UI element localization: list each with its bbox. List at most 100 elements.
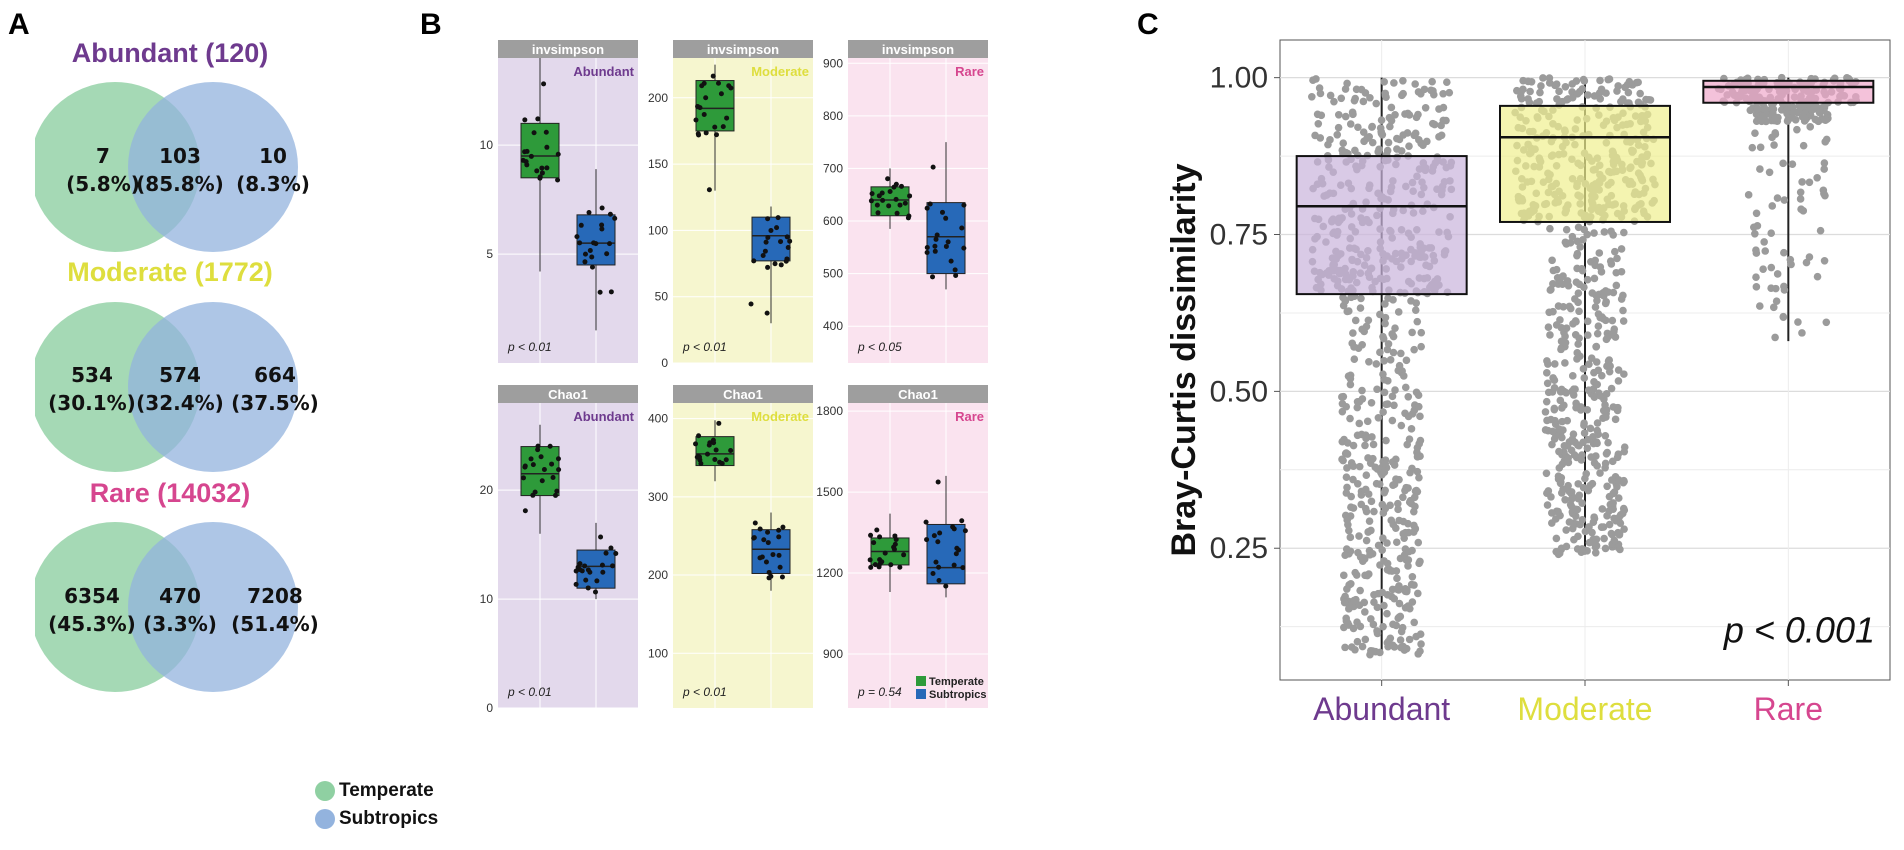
data-point <box>1411 306 1420 314</box>
data-point <box>1642 95 1650 104</box>
data-point <box>556 467 562 473</box>
data-point <box>1550 383 1559 392</box>
data-point <box>1609 288 1618 297</box>
data-point <box>541 466 547 472</box>
data-point <box>1753 105 1762 113</box>
data-point <box>535 447 541 453</box>
venn-moderate-mid: 574 (32.4%) <box>136 363 224 415</box>
data-point <box>1351 568 1360 577</box>
data-point <box>699 83 705 89</box>
y-tick-label: 600 <box>823 214 843 228</box>
data-point <box>1756 143 1765 152</box>
data-point <box>1614 377 1623 385</box>
data-point <box>1575 491 1584 500</box>
data-point <box>693 441 699 447</box>
data-point <box>1414 391 1423 400</box>
data-point <box>1439 103 1448 112</box>
data-point <box>1591 303 1600 311</box>
data-point <box>599 222 605 228</box>
data-point <box>1756 165 1764 173</box>
data-point <box>1580 225 1589 234</box>
data-point <box>1393 585 1401 593</box>
data-point <box>1587 453 1595 461</box>
data-point <box>780 524 786 530</box>
data-point <box>1366 551 1374 559</box>
data-point <box>1574 298 1582 307</box>
data-point <box>522 508 528 514</box>
data-point <box>1604 438 1612 447</box>
data-point <box>1309 76 1317 85</box>
data-point <box>1360 598 1369 607</box>
data-point <box>1558 280 1567 289</box>
data-point <box>1625 77 1634 86</box>
data-point <box>1549 266 1558 275</box>
data-point <box>784 234 790 240</box>
data-point <box>748 301 754 307</box>
data-point <box>554 488 560 494</box>
data-point <box>1410 131 1418 140</box>
data-point <box>1353 398 1362 406</box>
data-point <box>1403 586 1411 594</box>
data-point <box>927 201 933 207</box>
data-point <box>1619 317 1628 325</box>
data-point <box>1389 641 1397 650</box>
data-point <box>1365 517 1374 525</box>
data-point <box>1556 396 1565 405</box>
data-point <box>1777 73 1786 82</box>
data-point <box>1563 96 1571 104</box>
data-point <box>1596 95 1605 103</box>
data-point <box>765 264 771 270</box>
data-point <box>1366 650 1374 659</box>
data-point <box>1368 433 1376 441</box>
data-point <box>1606 362 1614 370</box>
data-point <box>937 530 943 536</box>
data-point <box>520 157 526 163</box>
data-point <box>1592 358 1601 366</box>
y-tick-label: 10 <box>480 592 494 606</box>
data-point <box>762 248 768 254</box>
data-point <box>1377 129 1386 138</box>
data-point <box>543 129 549 135</box>
data-point <box>716 420 722 426</box>
data-point <box>1368 138 1377 147</box>
data-point <box>868 564 874 570</box>
data-point <box>891 184 897 190</box>
data-point <box>1415 402 1423 411</box>
data-point <box>1414 589 1422 598</box>
p-value-annotation: p < 0.001 <box>1723 609 1875 650</box>
data-point <box>1343 483 1351 492</box>
data-point <box>945 239 951 245</box>
data-point <box>1410 493 1419 502</box>
data-point <box>943 583 949 589</box>
data-point <box>1342 489 1351 497</box>
data-point <box>951 562 957 568</box>
data-point <box>1561 359 1569 367</box>
y-tick-label: 50 <box>655 290 669 304</box>
data-point <box>1415 440 1423 448</box>
data-point <box>1428 119 1437 128</box>
data-point <box>1363 571 1372 580</box>
data-point <box>1355 532 1363 540</box>
data-point <box>1416 412 1424 421</box>
data-point <box>1584 331 1592 339</box>
data-point <box>1349 624 1358 633</box>
data-point <box>1330 97 1338 106</box>
data-point <box>1414 538 1423 547</box>
data-point <box>1393 134 1401 143</box>
data-point <box>1620 447 1629 456</box>
data-point <box>1548 427 1557 436</box>
data-point <box>1362 536 1371 545</box>
data-point <box>1385 567 1394 575</box>
data-point <box>1399 642 1407 651</box>
facet-group-label: Moderate <box>751 64 809 79</box>
data-point <box>539 170 545 176</box>
data-point <box>612 215 618 221</box>
data-point <box>1543 501 1552 509</box>
data-point <box>1596 76 1604 85</box>
data-point <box>603 550 609 556</box>
data-point <box>1543 369 1551 377</box>
data-point <box>924 205 930 211</box>
facet-group-label: Rare <box>955 64 984 79</box>
data-point <box>1579 365 1588 373</box>
data-point <box>695 103 701 109</box>
